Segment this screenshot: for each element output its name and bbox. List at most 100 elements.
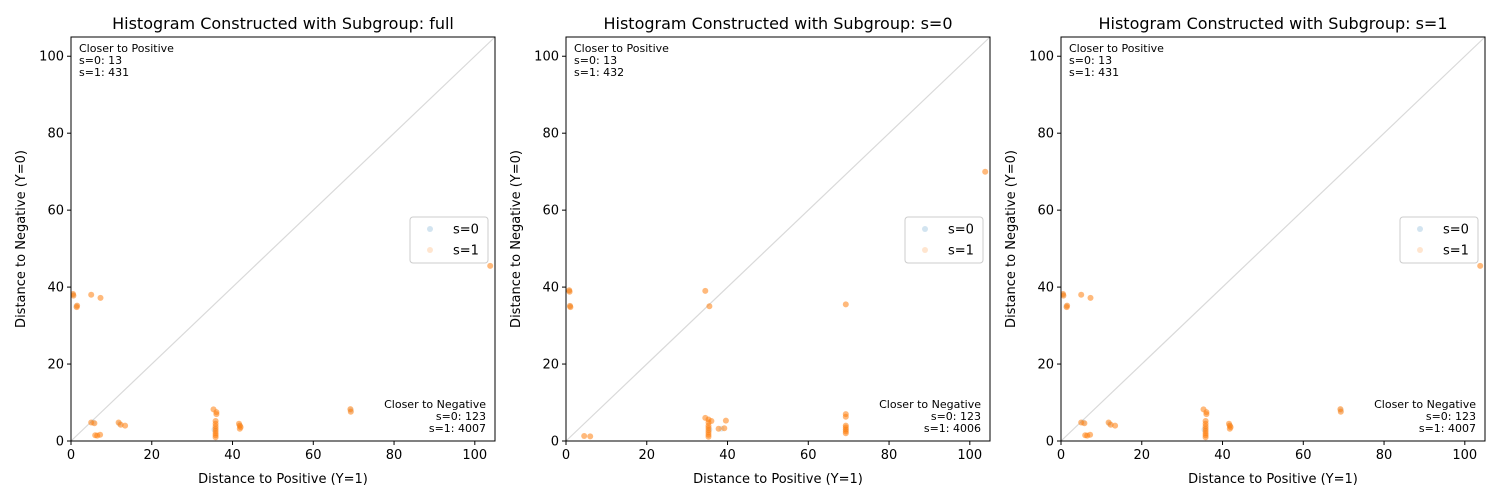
y-tick-label: 80 (542, 127, 559, 142)
closer-to-positive-annotation: Closer to Positive (574, 42, 669, 55)
x-tick-label: 60 (800, 448, 817, 463)
legend-marker (427, 226, 433, 232)
s1-point (842, 413, 849, 420)
s1-point (1061, 292, 1067, 299)
s1-point (842, 301, 849, 308)
s1-point (91, 420, 98, 427)
y-tick-label: 20 (1037, 358, 1054, 373)
y-tick-label: 0 (1046, 435, 1054, 450)
s1-point (97, 431, 104, 438)
s1-point (213, 411, 220, 418)
s1-point (982, 168, 989, 175)
closer-to-negative-annotation: s=0: 123 (1426, 410, 1476, 423)
s1-point (715, 425, 722, 432)
s1-point (581, 433, 588, 439)
points-group (566, 168, 989, 440)
s1-point (721, 425, 728, 432)
x-axis-label: Distance to Positive (Y=1) (1188, 472, 1358, 487)
s1-point (212, 434, 219, 441)
x-tick-label: 60 (1295, 448, 1312, 463)
x-tick-label: 80 (386, 448, 403, 463)
x-tick-label: 20 (638, 448, 655, 463)
x-tick-label: 40 (719, 448, 736, 463)
y-tick-label: 100 (534, 50, 559, 65)
y-tick-label: 60 (1037, 204, 1054, 219)
y-tick-label: 0 (551, 435, 559, 450)
s1-point (122, 422, 129, 429)
s1-point (1202, 434, 1209, 441)
x-tick-label: 40 (1214, 448, 1231, 463)
closer-to-negative-annotation: Closer to Negative (1374, 398, 1476, 411)
x-tick-label: 20 (143, 448, 160, 463)
closer-to-negative-annotation: s=0: 123 (436, 410, 486, 423)
x-tick-label: 80 (1376, 448, 1393, 463)
s1-point (236, 425, 243, 432)
x-tick-label: 20 (1133, 448, 1150, 463)
s1-point (1087, 431, 1094, 438)
y-axis-label: Distance to Negative (Y=0) (14, 150, 29, 328)
legend-box (904, 216, 984, 264)
y-axis-label: Distance to Negative (Y=0) (509, 150, 524, 328)
y-axis-label: Distance to Negative (Y=0) (1004, 150, 1019, 328)
chart-title: Histogram Constructed with Subgroup: s=1 (1098, 14, 1447, 33)
closer-to-positive-annotation: s=0: 13 (79, 54, 122, 67)
legend-label: s=1 (453, 244, 479, 259)
y-tick-label: 80 (1037, 127, 1054, 142)
s1-point (97, 294, 104, 301)
diagonal-reference-line (70, 36, 496, 442)
closer-to-positive-annotation: s=0: 13 (574, 54, 617, 67)
closer-to-positive-annotation: s=1: 431 (79, 66, 129, 79)
axes-frame (70, 36, 496, 442)
x-tick-label: 0 (562, 448, 570, 463)
y-tick-label: 60 (47, 204, 64, 219)
closer-to-negative-annotation: Closer to Negative (384, 398, 486, 411)
x-tick-label: 40 (224, 448, 241, 463)
points-group (1061, 262, 1484, 441)
s1-point (702, 287, 709, 294)
legend: s=0s=1 (904, 216, 984, 264)
s1-point (347, 408, 354, 415)
s1-point (1078, 291, 1085, 298)
diagonal-reference-line (1060, 36, 1486, 442)
s1-point (1226, 425, 1233, 432)
closer-to-negative-annotation: s=0: 123 (931, 410, 981, 423)
s1-point (71, 292, 77, 299)
y-tick-label: 80 (47, 127, 64, 142)
closer-to-positive-annotation: s=0: 13 (1069, 54, 1112, 67)
closer-to-positive-annotation: s=1: 432 (574, 66, 624, 79)
diagonal-reference-line (565, 36, 991, 442)
s1-point (74, 302, 81, 309)
x-tick-label: 100 (1452, 448, 1477, 463)
legend-label: s=1 (1443, 244, 1469, 259)
scatter-panel-1: 00 20 20 40 40 60 60 80 80 100 100 Histogram Constr… (14, 14, 496, 487)
chart-title: Histogram Constructed with Subgroup: s=0 (603, 14, 952, 33)
closer-to-negative-annotation: s=1: 4006 (924, 422, 981, 435)
s1-point (708, 418, 715, 424)
s1-point (1087, 294, 1094, 301)
s1-point (1081, 420, 1088, 427)
legend-label: s=0 (453, 223, 479, 238)
chart-title: Histogram Constructed with Subgroup: ful… (112, 14, 454, 33)
x-tick-label: 0 (1057, 448, 1065, 463)
axes-frame (1060, 36, 1486, 442)
x-axis-label: Distance to Positive (Y=1) (198, 472, 368, 487)
s1-point (1477, 262, 1484, 269)
legend-label: s=1 (948, 244, 974, 259)
closer-to-negative-annotation: Closer to Negative (879, 398, 981, 411)
y-tick-label: 40 (47, 281, 64, 296)
x-tick-label: 60 (305, 448, 322, 463)
s1-point (1337, 408, 1344, 415)
legend-marker (1417, 226, 1423, 232)
x-tick-label: 80 (881, 448, 898, 463)
legend-marker (427, 247, 433, 253)
s1-point (88, 291, 95, 298)
s1-point (706, 303, 713, 310)
legend-label: s=0 (948, 223, 974, 238)
s1-point (842, 430, 849, 437)
s1-point (1064, 302, 1071, 309)
legend: s=0s=1 (1399, 216, 1479, 264)
y-tick-label: 100 (39, 50, 64, 65)
closer-to-positive-annotation: Closer to Positive (79, 42, 174, 55)
y-tick-label: 40 (1037, 281, 1054, 296)
